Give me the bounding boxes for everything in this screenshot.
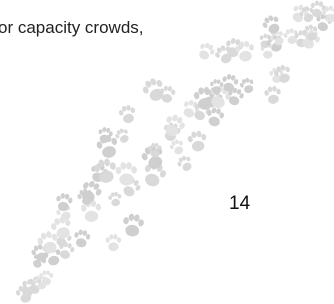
paw-print xyxy=(175,153,195,173)
paw-print xyxy=(121,213,145,238)
paw-print xyxy=(73,229,92,249)
paw-print xyxy=(108,191,123,207)
paw-print-decoration xyxy=(0,0,334,304)
paw-print xyxy=(195,40,217,62)
page: or capacity crowds, 14 xyxy=(0,0,334,304)
paw-print xyxy=(118,104,138,125)
paw-print xyxy=(161,112,188,140)
paw-print xyxy=(55,192,74,212)
page-number: 14 xyxy=(229,193,250,215)
paw-print xyxy=(106,234,122,251)
paw-print xyxy=(264,85,282,105)
paw-print xyxy=(187,130,208,153)
paw-print xyxy=(97,126,114,144)
paw-print xyxy=(238,76,256,95)
body-text: or capacity crowds, xyxy=(0,18,144,38)
